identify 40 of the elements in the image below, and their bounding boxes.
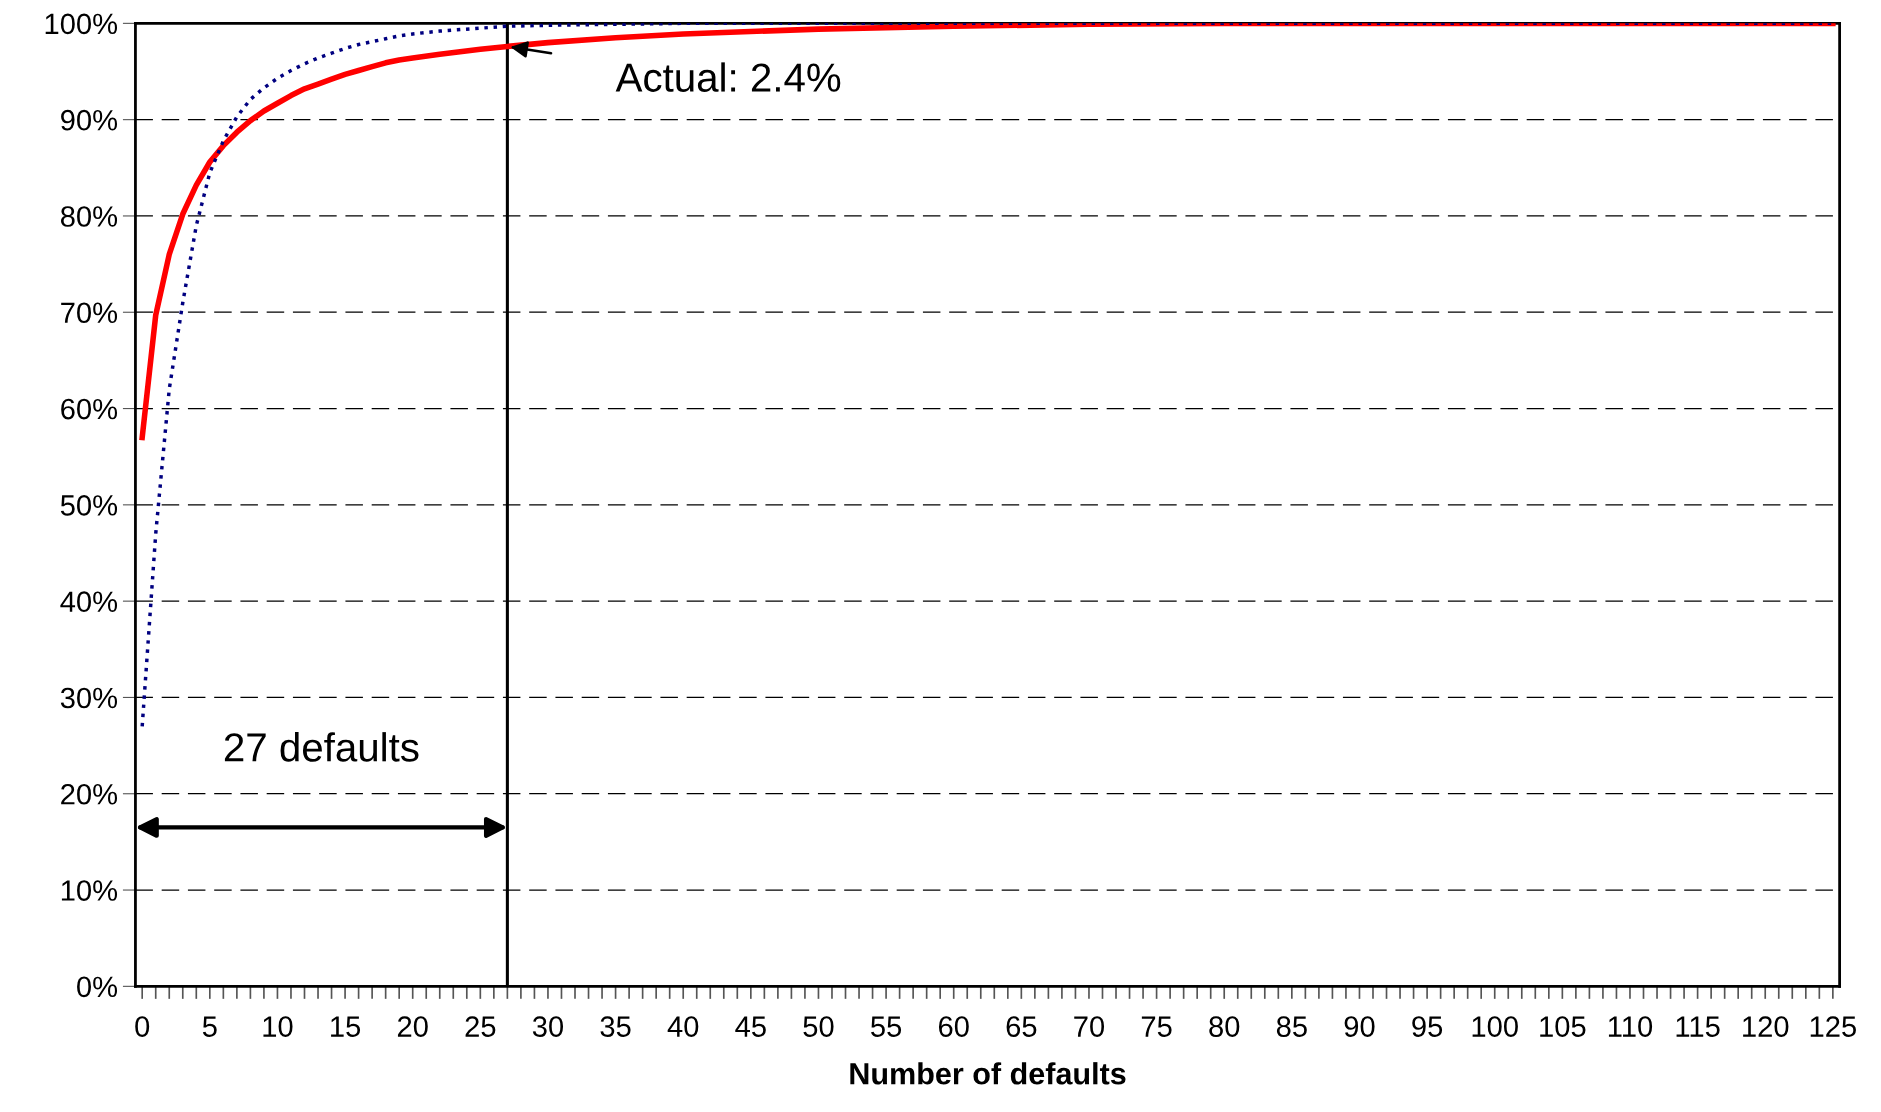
annotation: 27 defaults (224, 732, 419, 762)
y-tick-label: 80% (60, 206, 118, 227)
annotation: Actual: 2.4% (615, 62, 841, 92)
x-tick-label: 45 (735, 1016, 766, 1037)
x-tick-label: 55 (871, 1016, 902, 1037)
x-tick-label: 10 (263, 1016, 293, 1037)
x-tick-label: 100 (1472, 1016, 1518, 1037)
y-tick-label: 70% (61, 302, 118, 324)
x-tick-label: 40 (667, 1016, 699, 1037)
x-tick-label: 70 (1074, 1016, 1105, 1037)
y-tick-label: 30% (60, 687, 118, 709)
x-tick-label: 85 (1276, 1016, 1307, 1037)
x-tick-label: 60 (938, 1016, 969, 1037)
y-tick-label: 100% (45, 13, 118, 35)
x-tick-label: 95 (1412, 1016, 1443, 1037)
y-tick-label: 50% (60, 495, 118, 516)
y-tick-label: 90% (61, 109, 118, 131)
x-tick-label: 120 (1743, 1016, 1789, 1037)
y-tick-label: 20% (61, 783, 118, 805)
x-tick-label: 75 (1141, 1016, 1172, 1037)
x-tick-label: 5 (202, 1016, 217, 1037)
x-tick-label: 125 (1810, 1016, 1856, 1037)
x-tick-label: 15 (331, 1016, 361, 1037)
y-tick-label: 40% (60, 591, 118, 612)
x-tick-label: 35 (600, 1016, 631, 1037)
x-tick-label: 25 (465, 1016, 496, 1037)
x-tick-label: 30 (532, 1016, 564, 1037)
x-tick-label: 115 (1676, 1016, 1720, 1037)
x-tick-label: 20 (397, 1016, 428, 1037)
y-tick-label: 10% (61, 880, 118, 901)
x-tick-label: 110 (1608, 1016, 1653, 1037)
y-tick-label: 0% (77, 976, 118, 998)
x-tick-label: 105 (1540, 1016, 1586, 1037)
x-axis-title: Number of defaults (850, 1062, 1126, 1085)
x-tick-label: 90 (1344, 1016, 1375, 1037)
x-tick-label: 0 (135, 1016, 150, 1037)
x-tick-label: 65 (1006, 1016, 1037, 1037)
y-tick-label: 60% (61, 398, 118, 420)
x-tick-label: 80 (1209, 1016, 1240, 1037)
x-tick-label: 50 (803, 1016, 834, 1037)
